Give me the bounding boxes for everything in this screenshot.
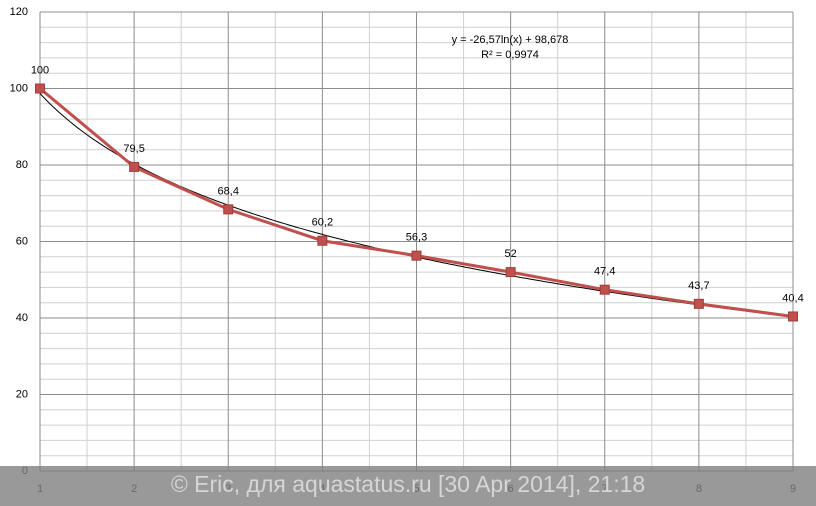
data-label: 47,4	[594, 266, 615, 278]
y-tick-label: 80	[16, 159, 28, 171]
y-tick-label: 120	[10, 6, 28, 18]
marker	[599, 284, 610, 295]
marker	[788, 311, 798, 322]
y-tick-label: 100	[10, 82, 28, 94]
marker	[317, 235, 328, 246]
y-tick-label: 20	[16, 388, 28, 400]
data-label: 52	[505, 248, 517, 260]
data-label: 100	[31, 64, 49, 76]
y-tick-label: 40	[16, 312, 28, 324]
marker	[223, 204, 234, 215]
data-label: 43,7	[688, 280, 709, 292]
data-label: 79,5	[123, 143, 144, 155]
y-tick-label: 60	[16, 235, 28, 247]
trend-r2: R² = 0,9974	[481, 49, 539, 61]
marker	[129, 161, 140, 172]
marker	[505, 267, 516, 278]
watermark: © Eric, для aquastatus.ru [30 Apr 2014],…	[171, 471, 645, 497]
marker	[411, 250, 422, 261]
marker	[35, 83, 45, 94]
marker	[693, 298, 704, 309]
data-label: 60,2	[312, 217, 333, 229]
watermark-bar	[0, 466, 816, 506]
trend-equation: y = -26,57ln(x) + 98,678	[452, 34, 569, 46]
data-label: 40,4	[782, 292, 803, 304]
data-label: 56,3	[406, 232, 427, 244]
data-label: 68,4	[218, 185, 239, 197]
